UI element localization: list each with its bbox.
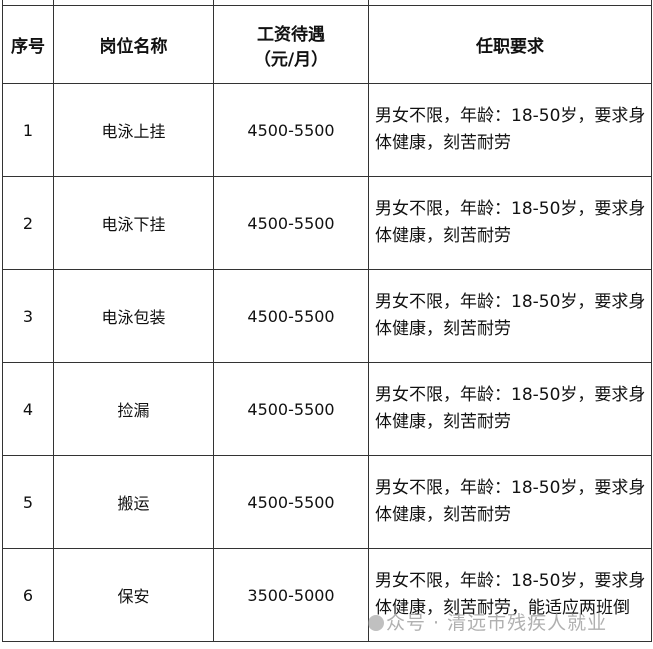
table-row: 2 电泳下挂 4500-5500 男女不限，年龄：18-50岁，要求身体健康，刻苦耐劳 bbox=[2, 176, 652, 270]
table-row: 6 保安 3500-5000 男女不限，年龄：18-50岁，要求身体健康，刻苦耐劳，能… bbox=[2, 548, 652, 642]
cell-requirements: 男女不限，年龄：18-50岁，要求身体健康，刻苦耐劳 bbox=[368, 455, 652, 549]
header-requirements: 任职要求 bbox=[368, 5, 652, 84]
cell-salary: 4500-5500 bbox=[213, 83, 369, 177]
cell-requirements: 男女不限，年龄：18-50岁，要求身体健康，刻苦耐劳 bbox=[368, 176, 652, 270]
cell-salary: 4500-5500 bbox=[213, 362, 369, 456]
table-row: 5 搬运 4500-5500 男女不限，年龄：18-50岁，要求身体健康，刻苦耐劳 bbox=[2, 455, 652, 549]
table-row: 3 电泳包装 4500-5500 男女不限，年龄：18-50岁，要求身体健康，刻苦耐劳 bbox=[2, 269, 652, 363]
header-position: 岗位名称 bbox=[53, 5, 214, 84]
cell-no: 5 bbox=[2, 455, 54, 549]
header-salary: 工资待遇 （元/月） bbox=[213, 5, 369, 84]
cell-requirements: 男女不限，年龄：18-50岁，要求身体健康，刻苦耐劳，能适应两班倒 bbox=[368, 548, 652, 642]
cell-salary: 3500-5000 bbox=[213, 548, 369, 642]
cell-position: 电泳下挂 bbox=[53, 176, 214, 270]
cell-requirements: 男女不限，年龄：18-50岁，要求身体健康，刻苦耐劳 bbox=[368, 269, 652, 363]
cell-salary: 4500-5500 bbox=[213, 455, 369, 549]
cell-position: 电泳包装 bbox=[53, 269, 214, 363]
cell-requirements: 男女不限，年龄：18-50岁，要求身体健康，刻苦耐劳 bbox=[368, 362, 652, 456]
cell-no: 1 bbox=[2, 83, 54, 177]
wechat-icon bbox=[368, 615, 384, 631]
cell-position: 电泳上挂 bbox=[53, 83, 214, 177]
cell-no: 2 bbox=[2, 176, 54, 270]
table-header: 序号 岗位名称 工资待遇 （元/月） 任职要求 bbox=[2, 5, 652, 84]
cell-requirements: 男女不限，年龄：18-50岁，要求身体健康，刻苦耐劳 bbox=[368, 83, 652, 177]
cell-salary: 4500-5500 bbox=[213, 269, 369, 363]
watermark: 众号 · 清远市残疾人就业 bbox=[368, 608, 607, 635]
table-row: 1 电泳上挂 4500-5500 男女不限，年龄：18-50岁，要求身体健康，刻苦耐劳 bbox=[2, 83, 652, 177]
cell-no: 4 bbox=[2, 362, 54, 456]
cell-position: 搬运 bbox=[53, 455, 214, 549]
cell-position: 捡漏 bbox=[53, 362, 214, 456]
header-no: 序号 bbox=[2, 5, 54, 84]
cell-salary: 4500-5500 bbox=[213, 176, 369, 270]
cell-position: 保安 bbox=[53, 548, 214, 642]
table-row: 4 捡漏 4500-5500 男女不限，年龄：18-50岁，要求身体健康，刻苦耐劳 bbox=[2, 362, 652, 456]
cell-no: 6 bbox=[2, 548, 54, 642]
cell-no: 3 bbox=[2, 269, 54, 363]
